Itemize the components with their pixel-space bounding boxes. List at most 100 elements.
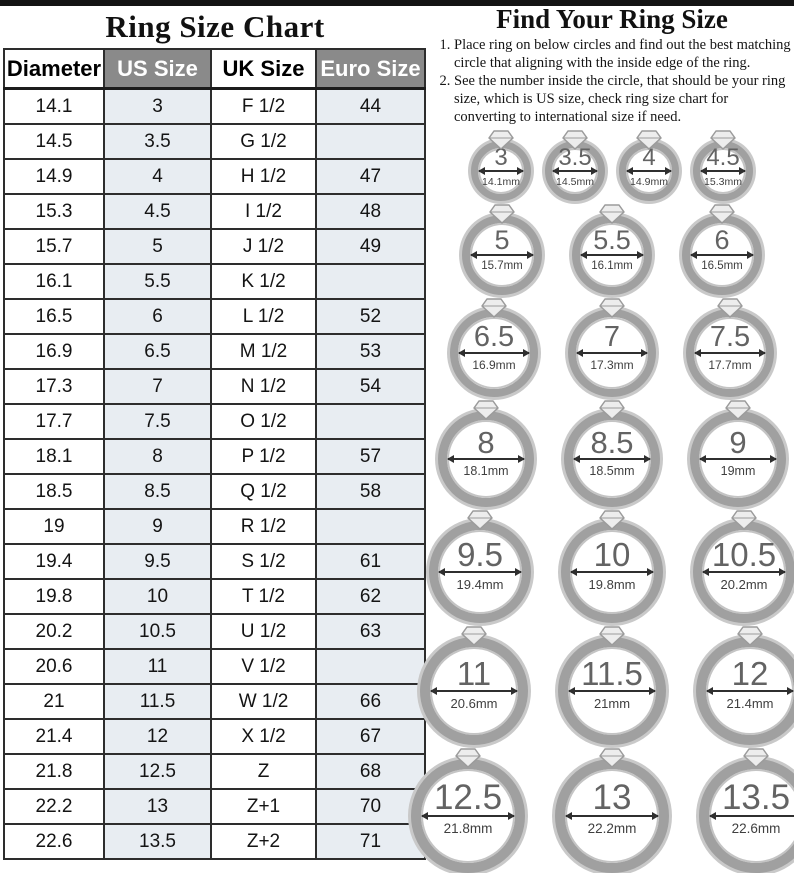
diamond-icon [599,510,625,531]
table-row: 21.8 12.5 Z 68 [3,753,426,790]
ring-sizer: 4.5 15.3mm [693,130,753,202]
table-row: 14.1 3 F 1/2 44 [3,87,426,125]
ring-circle: 7 17.3mm [568,309,656,398]
ring-diameter-mm-label: 18.5mm [589,464,635,479]
ring-diameter-mm-label: 16.9mm [472,358,516,373]
table-cell: Q 1/2 [210,473,317,510]
ring-circle: 7.5 17.7mm [686,309,774,398]
diameter-arrow [569,690,655,693]
ring-us-size-label: 5.5 [593,224,631,255]
table-cell: 6 [103,298,212,335]
table-cell: 22.6 [3,823,105,860]
table-cell: 14.1 [3,87,105,125]
table-cell: 4.5 [103,193,212,230]
ring-us-size-label: 8 [477,425,495,460]
ring-us-size-label: 6 [714,224,730,255]
ring-circle: 8.5 18.5mm [564,411,660,508]
diameter-arrow [710,815,794,818]
table-cell: 8.5 [103,473,212,510]
ring-circle: 12 21.4mm [696,637,794,746]
ring-diameter-mm-label: 17.3mm [590,358,634,373]
diamond-icon [599,748,625,769]
table-cell: H 1/2 [210,158,317,195]
table-cell: G 1/2 [210,123,317,160]
ring-diameter-mm-label: 18.1mm [463,464,509,479]
table-row: 15.3 4.5 I 1/2 48 [3,193,426,230]
table-cell: 9 [103,508,212,545]
ring-grid: 3 14.1mm 3.5 14.5mm 4 14.9mm 4.5 15.3mm 5 15.7mm 5… [411,130,794,873]
table-cell: 15.3 [3,193,105,230]
ring-circle: 9.5 19.4mm [429,521,531,624]
table-cell: 5.5 [103,263,212,300]
ring-table-body: 14.1 3 F 1/2 44 14.5 3.5 G 1/2 14.9 4 H 1/2 47 15.3… [3,87,426,860]
table-cell: 10.5 [103,613,212,650]
table-row: 19.4 9.5 S 1/2 61 [3,543,426,580]
ring-diameter-mm-label: 17.7mm [708,358,752,373]
ring-diameter-mm-label: 21.4mm [726,696,774,712]
column-header-us-size: US Size [103,48,212,90]
ring-circle: 5.5 16.1mm [572,215,652,296]
table-cell: 6.5 [103,333,212,370]
table-cell [315,648,426,685]
ring-diameter-mm-label: 20.6mm [450,696,498,712]
table-cell: 14.5 [3,123,105,160]
ring-diameter-mm-label: 14.1mm [482,176,520,189]
table-cell: 58 [315,473,426,510]
ring-circle: 10 19.8mm [561,521,663,624]
ring-us-size-label: 9 [729,425,747,460]
ring-us-size-label: 5 [494,224,510,255]
ring-row: 9.5 19.4mm 10 19.8mm 10.5 20.2mm [429,510,794,624]
ring-sizer: 8 18.1mm [438,400,534,508]
diamond-icon [481,298,507,319]
table-cell: 53 [315,333,426,370]
column-header-uk-size: UK Size [210,48,317,90]
ring-us-size-label: 12.5 [433,778,503,818]
instruction-step-1: Place ring on below circles and find out… [454,37,792,72]
ring-circle: 6.5 16.9mm [450,309,538,398]
diamond-icon [725,400,751,421]
table-cell: 14.9 [3,158,105,195]
table-cell: 68 [315,753,426,790]
ring-circle: 12.5 21.8mm [411,759,525,873]
table-cell: 61 [315,543,426,580]
ring-diameter-mm-label: 15.3mm [704,176,742,189]
table-cell: S 1/2 [210,543,317,580]
table-row: 16.5 6 L 1/2 52 [3,298,426,335]
diameter-arrow [701,170,745,173]
table-cell: 71 [315,823,426,860]
table-cell: Z [210,753,317,790]
table-cell [315,123,426,160]
ring-diameter-mm-label: 14.5mm [556,176,594,189]
ring-sizer: 10 19.8mm [561,510,663,624]
table-cell: 16.9 [3,333,105,370]
table-cell: L 1/2 [210,298,317,335]
ring-us-size-label: 4.5 [706,143,740,171]
table-cell: K 1/2 [210,263,317,300]
table-cell [315,263,426,300]
ring-circle: 5 15.7mm [462,215,542,296]
table-cell: U 1/2 [210,613,317,650]
ring-us-size-label: 13.5 [721,778,791,818]
table-row: 18.1 8 P 1/2 57 [3,438,426,475]
ring-us-size-label: 10 [593,536,631,574]
ring-sizer: 7.5 17.7mm [686,298,774,398]
diamond-icon [599,204,625,225]
table-cell: P 1/2 [210,438,317,475]
ring-us-size-label: 11.5 [581,655,643,693]
ring-circle: 6 16.5mm [682,215,762,296]
table-cell: 47 [315,158,426,195]
diamond-icon [599,400,625,421]
table-cell: M 1/2 [210,333,317,370]
table-cell: 16.1 [3,263,105,300]
ring-circle: 4 14.9mm [619,141,679,202]
table-cell: 11.5 [103,683,212,720]
ring-us-size-label: 7.5 [709,320,751,353]
diamond-icon [636,130,662,151]
table-cell: 16.5 [3,298,105,335]
diameter-arrow [553,170,597,173]
diameter-arrow [627,170,671,173]
table-cell: T 1/2 [210,578,317,615]
ring-circle: 10.5 20.2mm [693,521,794,624]
ring-sizer: 7 17.3mm [568,298,656,398]
table-cell: 11 [103,648,212,685]
